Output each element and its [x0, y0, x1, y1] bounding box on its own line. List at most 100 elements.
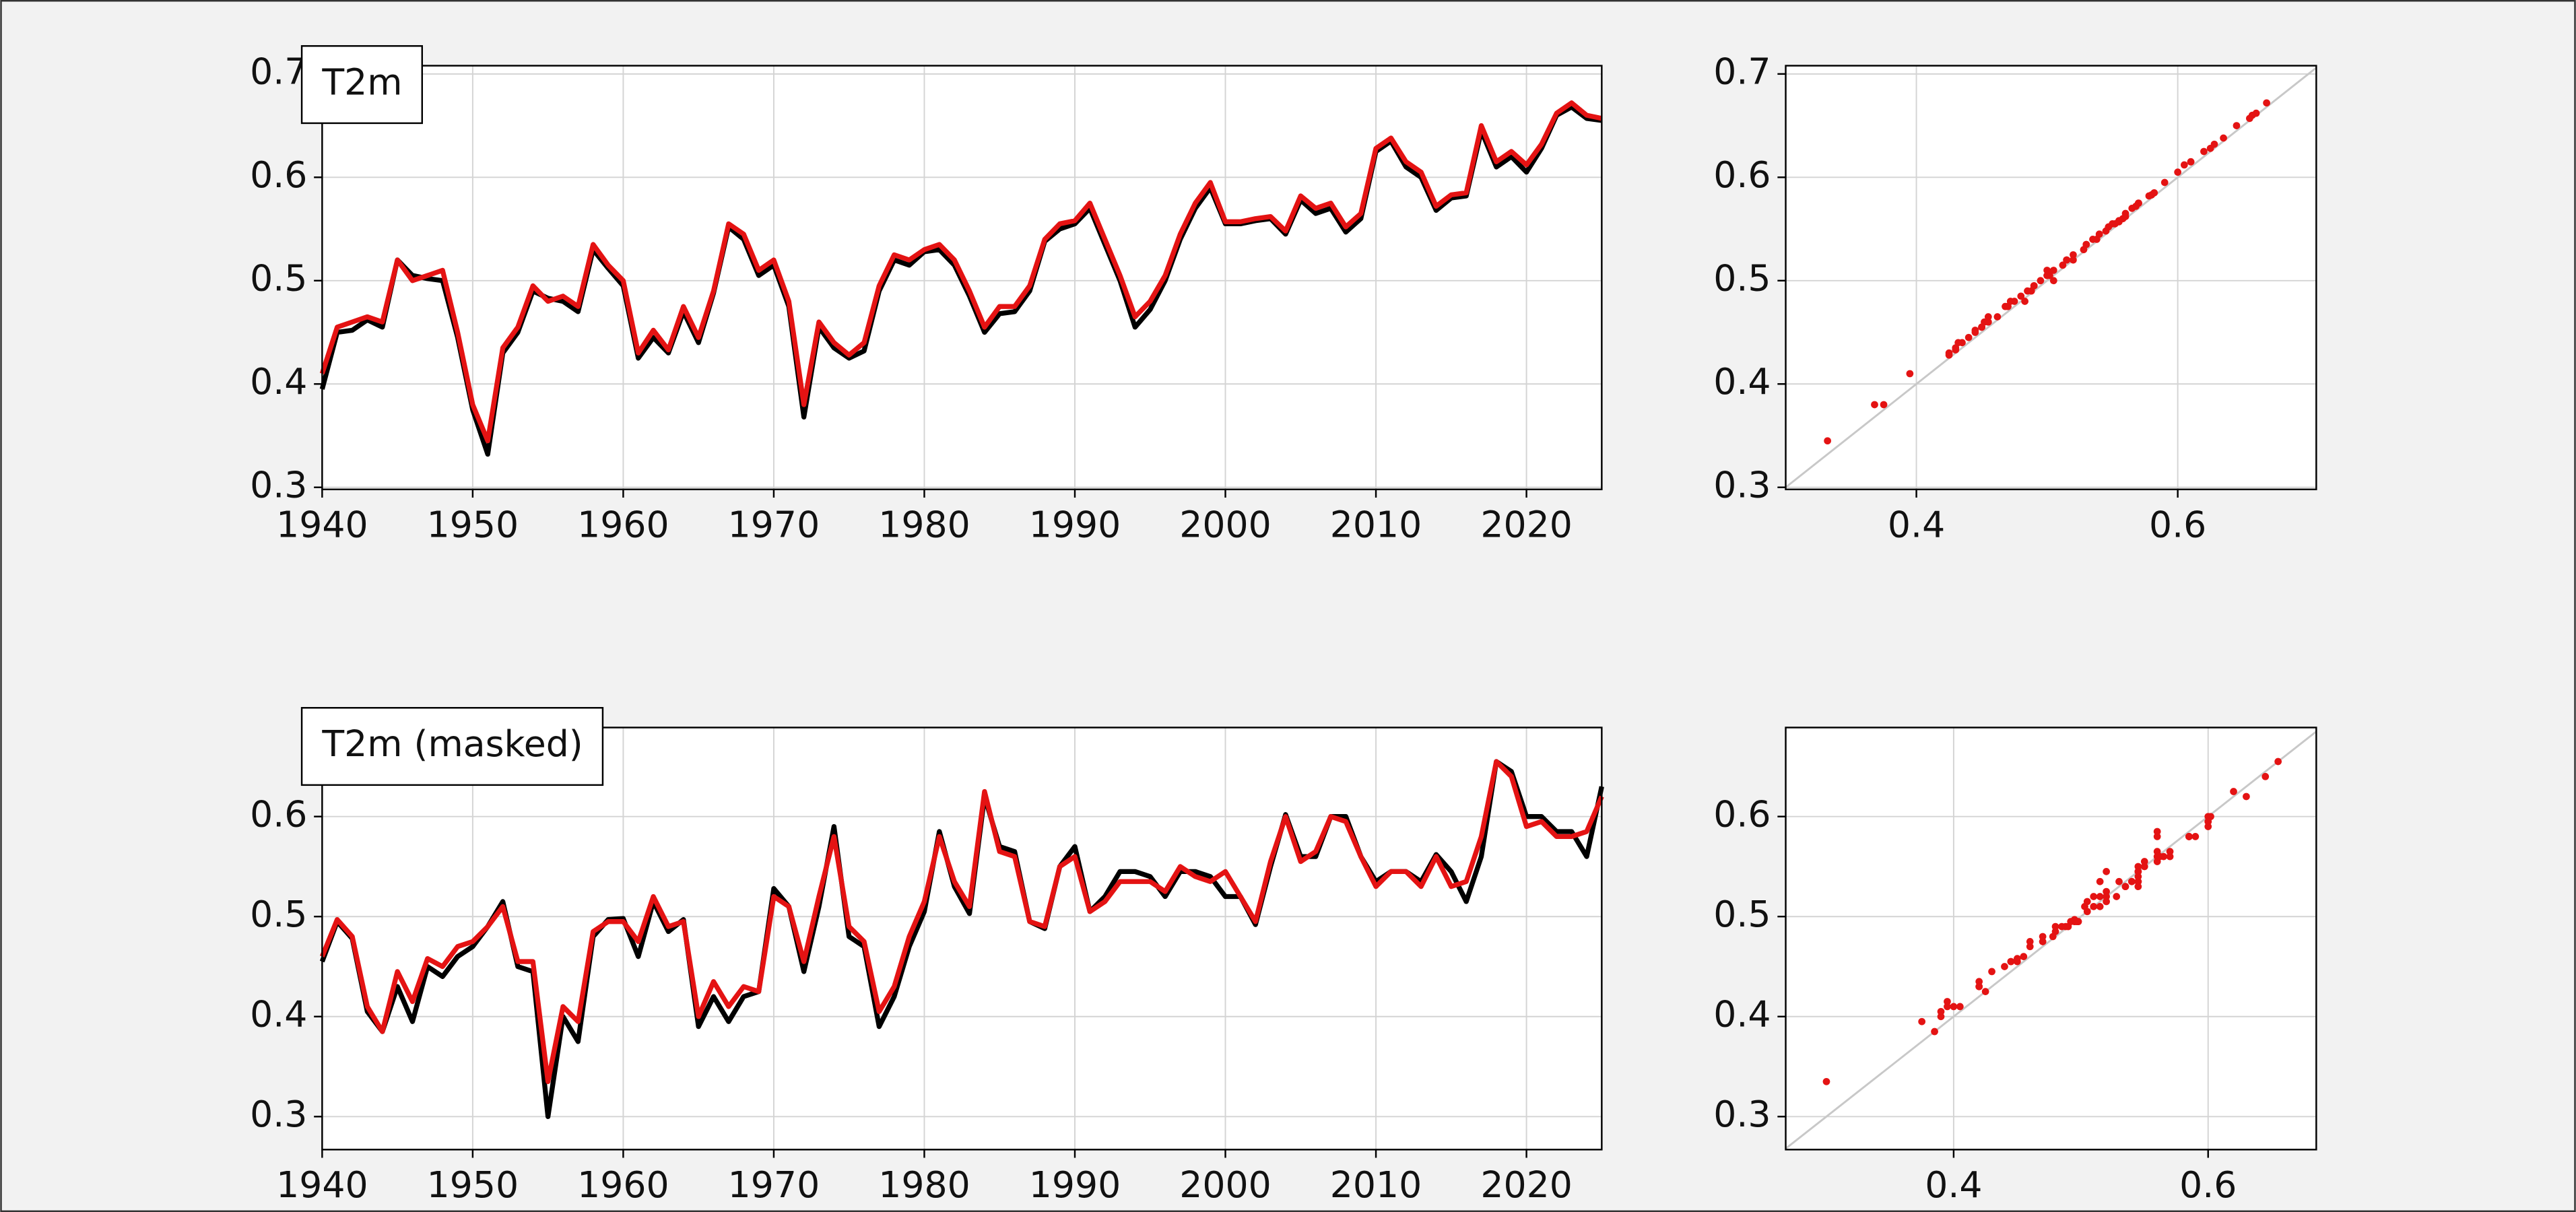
scatter-point [1822, 1077, 1830, 1085]
scatter-point [2204, 813, 2212, 821]
x-tick-label: 0.4 [1925, 1164, 1982, 1206]
scatter-point [2121, 209, 2129, 217]
scatter-point [1964, 333, 1973, 341]
scatter-point [1906, 370, 1914, 378]
y-tick-label: 0.6 [1713, 793, 1771, 835]
scatter-point [2156, 852, 2164, 861]
scatter-point [2134, 877, 2142, 885]
y-tick-label: 0.4 [250, 360, 307, 403]
scatter-point [2115, 877, 2123, 885]
scatter-point [2134, 863, 2142, 871]
scatter-point [2150, 189, 2158, 197]
scatter-point [2001, 963, 2008, 970]
scatter-point [2246, 114, 2253, 123]
scatter-point [2037, 277, 2045, 285]
scatter-point [2026, 937, 2034, 945]
scatter-point [2043, 271, 2051, 279]
scatter-point [2187, 158, 2195, 166]
x-tick-label: 1950 [427, 504, 519, 546]
scatter-point [2134, 868, 2142, 875]
scatter-point [2153, 828, 2161, 836]
annotation: T2m [321, 61, 402, 103]
scatter-point [1984, 313, 1992, 321]
x-tick-label: 0.6 [2179, 1164, 2237, 1206]
x-tick-label: 1990 [1029, 504, 1121, 546]
scatter-point [2013, 957, 2021, 966]
identity-line [1785, 731, 2317, 1149]
scatter-point [2059, 261, 2067, 269]
scatter-point [2243, 793, 2250, 801]
y-tick-label: 0.7 [1713, 50, 1771, 92]
scatter-point [1918, 1017, 1926, 1025]
y-tick-label: 0.5 [250, 893, 307, 935]
scatter-point [2083, 908, 2091, 916]
y-tick-label: 0.3 [250, 1093, 307, 1135]
x-tick-label: 1980 [878, 1164, 970, 1206]
annotation: T2m (masked) [321, 722, 583, 765]
scatter-point [1937, 1007, 1945, 1015]
annotation-box [300, 45, 423, 125]
scatter-point [2006, 298, 2014, 305]
scatter-point [2030, 282, 2038, 290]
x-tick-label: 1940 [276, 504, 368, 546]
y-tick-label: 0.3 [1713, 1093, 1771, 1135]
y-tick-label: 0.7 [250, 50, 307, 92]
scatter-point [2051, 928, 2059, 935]
scatter-point [2095, 230, 2103, 238]
scatter-point [2128, 877, 2136, 885]
scatter-point [2096, 893, 2104, 900]
scatter-point [2103, 868, 2110, 875]
scatter-point [2200, 147, 2208, 156]
scatter-point [1993, 313, 2002, 321]
scatter-point [2017, 292, 2025, 300]
y-tick-label: 0.5 [1713, 257, 1771, 299]
scatter-point [2049, 267, 2057, 274]
scatter-point [2166, 852, 2174, 861]
y-tick-label: 0.6 [1713, 154, 1771, 196]
scatter-point [1937, 1013, 1945, 1021]
x-tick-label: 0.4 [1888, 504, 1945, 546]
x-tick-label: 1970 [728, 1164, 820, 1206]
scatter-point [2210, 140, 2218, 148]
x-tick-label: 1970 [728, 504, 820, 546]
scatter-point [1950, 1003, 1958, 1011]
scatter-point [2096, 877, 2104, 885]
x-tick-label: 2000 [1179, 1164, 1272, 1206]
scatter-point [1978, 323, 1985, 331]
y-tick-label: 0.5 [250, 257, 307, 299]
scatter-point [2039, 937, 2047, 945]
scatter-point [2070, 251, 2077, 259]
x-tick-label: 2000 [1179, 504, 1272, 546]
plot-frame [1785, 727, 2317, 1151]
scatter-point [2020, 953, 2028, 961]
annotation-box [300, 707, 604, 786]
scatter-point [2082, 240, 2090, 248]
panel: 0.3 0.4 0.5 0.6 0.4 0.6 [1713, 727, 2317, 1206]
scatter-point [1981, 988, 1989, 995]
plot-area [322, 727, 1602, 1150]
panel: 0.3 0.4 0.5 0.6 1940 1950 1960 1970 1980 1990 2000… [250, 707, 1604, 1206]
scatter-point [2140, 858, 2148, 865]
scatter-point [2132, 202, 2140, 210]
scatter-point [1871, 401, 1878, 409]
scatter-point [2153, 833, 2161, 840]
scatter-point [2134, 873, 2142, 881]
scatter-point [2166, 848, 2174, 856]
scatter-point [2061, 922, 2070, 931]
scatter-point [1988, 968, 1995, 976]
scatter-point [1944, 998, 1951, 1005]
scatter-point [1931, 1028, 1938, 1036]
scatter-point [2191, 833, 2200, 840]
scatter-point [2070, 256, 2077, 264]
y-tick-label: 0.4 [1713, 992, 1771, 1035]
plot-frame [321, 727, 1603, 1151]
x-tick-label: 0.6 [2149, 504, 2206, 546]
scatter-point [2174, 168, 2182, 176]
scatter-point [1975, 982, 1983, 990]
scatter-point [2261, 772, 2270, 780]
x-tick-label: 1980 [878, 504, 970, 546]
y-tick-label: 0.6 [250, 793, 307, 835]
y-tick-label: 0.4 [250, 992, 307, 1035]
scatter-point [2039, 933, 2047, 941]
plot-frame [1785, 65, 2317, 491]
